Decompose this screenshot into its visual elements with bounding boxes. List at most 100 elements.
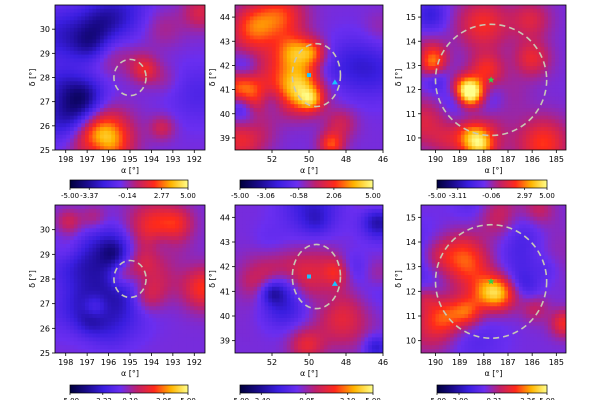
heatmap-cell bbox=[320, 96, 325, 101]
heatmap-cell bbox=[316, 81, 321, 86]
heatmap-cell bbox=[96, 81, 101, 86]
heatmap-cell bbox=[201, 115, 205, 121]
heatmap-cell bbox=[235, 123, 240, 128]
heatmap-cell bbox=[137, 100, 142, 105]
heatmap-cell bbox=[156, 138, 161, 143]
heatmap-cell bbox=[186, 88, 191, 94]
heatmap-cell bbox=[475, 54, 480, 60]
heatmap-cell bbox=[182, 104, 187, 109]
heatmap-cell bbox=[175, 69, 180, 75]
heatmap-cell bbox=[371, 77, 377, 82]
heatmap-cell bbox=[141, 5, 146, 10]
heatmap-cell bbox=[163, 50, 169, 56]
heatmap-cell bbox=[73, 62, 79, 67]
heatmap-cell bbox=[186, 216, 191, 222]
heatmap-cell bbox=[294, 73, 299, 79]
heatmap-cell bbox=[364, 8, 369, 14]
heatmap-cell bbox=[533, 119, 538, 124]
heatmap-cell bbox=[118, 12, 124, 18]
heatmap-cell bbox=[182, 50, 187, 56]
heatmap-cell bbox=[77, 27, 82, 33]
heatmap-cell bbox=[327, 77, 332, 82]
heatmap-cell bbox=[246, 92, 251, 98]
heatmap-cell bbox=[428, 104, 433, 109]
heatmap-cell bbox=[316, 77, 321, 82]
heatmap-cell bbox=[442, 119, 447, 124]
heatmap-cell bbox=[371, 24, 377, 29]
heatmap-cell bbox=[145, 16, 150, 21]
heatmap-cell bbox=[163, 69, 169, 75]
heatmap-cell bbox=[249, 8, 255, 14]
heatmap-cell bbox=[482, 50, 487, 56]
heatmap-cell bbox=[450, 134, 455, 140]
heatmap-cell bbox=[327, 43, 332, 48]
heatmap-cell bbox=[137, 142, 142, 147]
heatmap-cell bbox=[309, 12, 314, 18]
heatmap-cell bbox=[167, 35, 172, 40]
heatmap-cell bbox=[327, 146, 332, 150]
heatmap-cell bbox=[115, 108, 120, 113]
heatmap-cell bbox=[283, 146, 288, 150]
heatmap-cell bbox=[558, 12, 563, 18]
heatmap-cell bbox=[141, 212, 146, 218]
heatmap-cell bbox=[107, 35, 112, 40]
heatmap-cell bbox=[360, 142, 366, 147]
heatmap-cell bbox=[178, 104, 184, 109]
heatmap-cell bbox=[55, 108, 60, 113]
heatmap-cell bbox=[190, 205, 195, 210]
heatmap-cell bbox=[96, 228, 101, 233]
heatmap-cell bbox=[238, 115, 243, 121]
heatmap-cell bbox=[190, 88, 195, 94]
heatmap-cell bbox=[522, 31, 527, 37]
heatmap-cell bbox=[515, 20, 520, 25]
heatmap-cell bbox=[479, 27, 484, 33]
heatmap-cell bbox=[272, 31, 277, 37]
heatmap-cell bbox=[446, 35, 451, 40]
heatmap-cell bbox=[62, 16, 67, 21]
heatmap-cell bbox=[171, 39, 176, 44]
heatmap-cell bbox=[518, 43, 524, 48]
heatmap-cell bbox=[482, 111, 487, 117]
heatmap-cell bbox=[238, 27, 243, 33]
heatmap-cell bbox=[88, 224, 94, 229]
heatmap-cell bbox=[338, 20, 343, 25]
heatmap-cell bbox=[457, 100, 462, 105]
heatmap-cell bbox=[133, 77, 139, 82]
heatmap-cell bbox=[482, 39, 487, 44]
heatmap-cell bbox=[152, 85, 157, 90]
heatmap-cell bbox=[526, 8, 531, 14]
heatmap-cell bbox=[186, 43, 191, 48]
heatmap-cell bbox=[167, 8, 172, 14]
heatmap-cell bbox=[238, 69, 243, 75]
heatmap-cell bbox=[471, 8, 476, 14]
heatmap-cell bbox=[58, 81, 64, 86]
heatmap-cell bbox=[73, 119, 79, 124]
heatmap-cell bbox=[360, 66, 366, 71]
heatmap-cell bbox=[81, 16, 86, 21]
heatmap-cell bbox=[137, 66, 142, 71]
heatmap-cell bbox=[457, 138, 462, 143]
heatmap-cell bbox=[312, 138, 317, 143]
heatmap-cell bbox=[141, 220, 146, 226]
heatmap-cell bbox=[160, 77, 165, 82]
heatmap-cell bbox=[152, 66, 157, 71]
heatmap-cell bbox=[357, 88, 362, 94]
x-tick-label: 186 bbox=[525, 155, 540, 164]
heatmap-cell bbox=[182, 92, 187, 98]
heatmap-cell bbox=[450, 31, 455, 37]
heatmap-cell bbox=[145, 54, 150, 60]
heatmap-cell bbox=[353, 8, 358, 14]
heatmap-cell bbox=[190, 58, 195, 63]
heatmap-cell bbox=[297, 27, 303, 33]
heatmap-cell bbox=[148, 73, 154, 79]
heatmap-cell bbox=[242, 88, 247, 94]
heatmap-cell bbox=[58, 92, 64, 98]
heatmap-cell bbox=[126, 81, 131, 86]
heatmap-cell bbox=[468, 58, 473, 63]
heatmap-cell bbox=[126, 212, 131, 218]
y-tick-label: 12 bbox=[406, 86, 416, 95]
heatmap-cell bbox=[529, 138, 534, 143]
heatmap-cell bbox=[70, 100, 75, 105]
heatmap-cell bbox=[156, 115, 161, 121]
heatmap-cell bbox=[55, 81, 60, 86]
